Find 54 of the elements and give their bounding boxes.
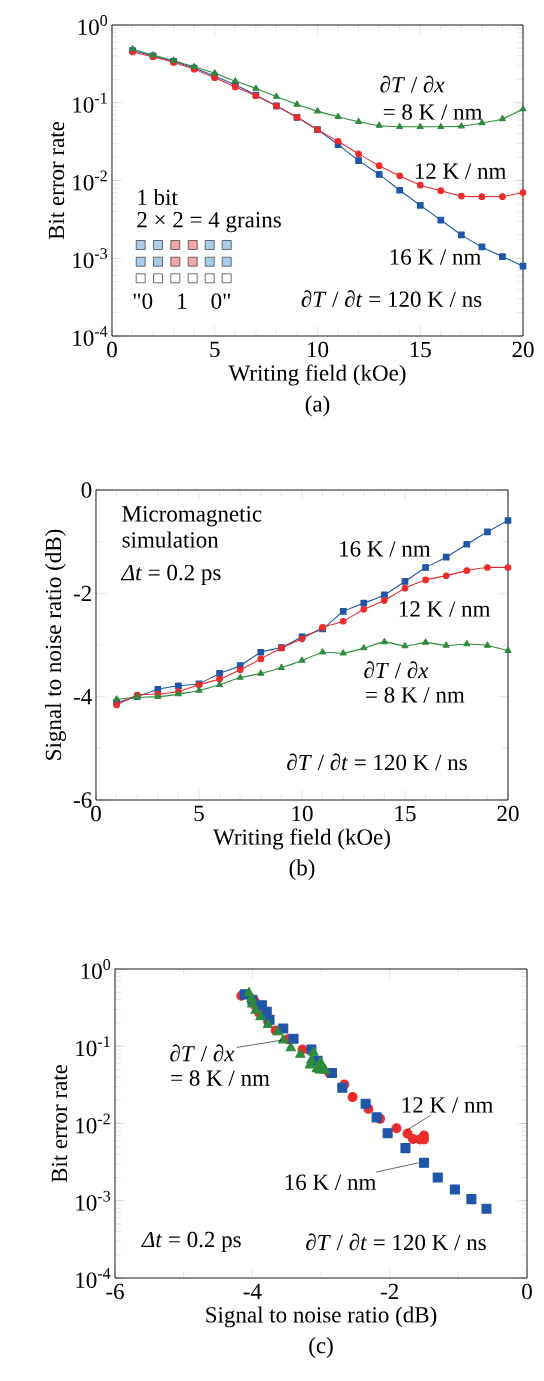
y-tick-label: 10$^{0}$ xyxy=(81,959,111,979)
series-label: 12 K / nm xyxy=(399,601,491,617)
y-tick-label: 10$^{-2}$ xyxy=(76,1113,110,1134)
x-axis-title: Signal to noise ratio (dB) xyxy=(206,1306,437,1328)
x-tick-label: 5 xyxy=(210,341,220,358)
y-tick-label: 10$^{-3}$ xyxy=(73,248,108,269)
x-axis-title: Writing field (kOe) xyxy=(228,364,406,386)
y-tick-label: 10$^{-2}$ xyxy=(73,170,107,191)
y-axis-title: Bit error rate xyxy=(51,1064,68,1183)
annotation: Micromagnetic simulation xyxy=(122,506,262,548)
y-axis-title: Bit error rate xyxy=(48,121,65,240)
annotation: ∂T / ∂t = 120 K / ns xyxy=(287,753,467,771)
annotation: = 8 K / nm xyxy=(171,1070,270,1086)
y-tick-label: -4 xyxy=(73,689,92,705)
x-tick-label: 10 xyxy=(308,341,329,358)
text: (a) xyxy=(305,395,330,417)
series-label: 16 K / nm xyxy=(390,249,481,265)
text: (b) xyxy=(289,859,315,881)
annotation: "0 1 0" xyxy=(133,293,231,309)
x-tick-label: 20 xyxy=(512,341,534,358)
annotation: ∂T / ∂x xyxy=(170,1044,235,1062)
series-label: = 8 K / nm xyxy=(366,687,465,703)
x-tick-label: 5 xyxy=(194,805,204,822)
annotation: Δt = 0.2 ps xyxy=(120,564,221,586)
x-tick-label: 20 xyxy=(497,805,519,822)
text: (c) xyxy=(309,1337,333,1358)
series-label: 12 K / nm xyxy=(415,163,507,179)
y-tick-label: 10$^{-3}$ xyxy=(76,1190,111,1211)
y-axis-title: Signal to noise ratio (dB) xyxy=(45,529,66,760)
y-tick-label: 0 xyxy=(81,482,92,498)
y-tick-label: 10$^{0}$ xyxy=(78,15,108,35)
series-label: = 8 K / nm xyxy=(383,104,483,120)
annotation: ∂T / ∂x xyxy=(380,75,445,93)
annotation: ∂T / ∂t = 120 K / ns xyxy=(301,290,482,308)
annotation: 1 bit xyxy=(138,188,178,206)
x-tick-label: 15 xyxy=(395,805,416,822)
x-tick-label: 15 xyxy=(410,341,431,358)
x-tick-label: -4 xyxy=(243,1283,262,1299)
y-tick-label: 10$^{-1}$ xyxy=(76,1036,110,1057)
series-label: 16 K / nm xyxy=(340,541,431,557)
annotation: ∂T / ∂x xyxy=(364,661,429,679)
annotation: Δt = 0.2 ps xyxy=(141,1231,241,1252)
y-tick-label: -2 xyxy=(73,585,91,601)
x-tick-label: -2 xyxy=(380,1283,398,1300)
y-tick-label: -6 xyxy=(73,792,92,808)
y-tick-label: 10$^{-4}$ xyxy=(73,326,108,346)
x-tick-label: 0 xyxy=(522,1283,532,1300)
annotation: 12 K / nm xyxy=(402,1097,494,1113)
x-tick-label: 10 xyxy=(292,805,313,822)
y-tick-label: 10$^{-1}$ xyxy=(73,92,107,113)
annotation: 2 × 2 = 4 grains xyxy=(137,212,281,233)
annotation: ∂T / ∂t = 120 K / ns xyxy=(306,1233,486,1251)
annotation: 16 K / nm xyxy=(285,1174,377,1190)
x-axis-title: Writing field (kOe) xyxy=(213,828,390,850)
